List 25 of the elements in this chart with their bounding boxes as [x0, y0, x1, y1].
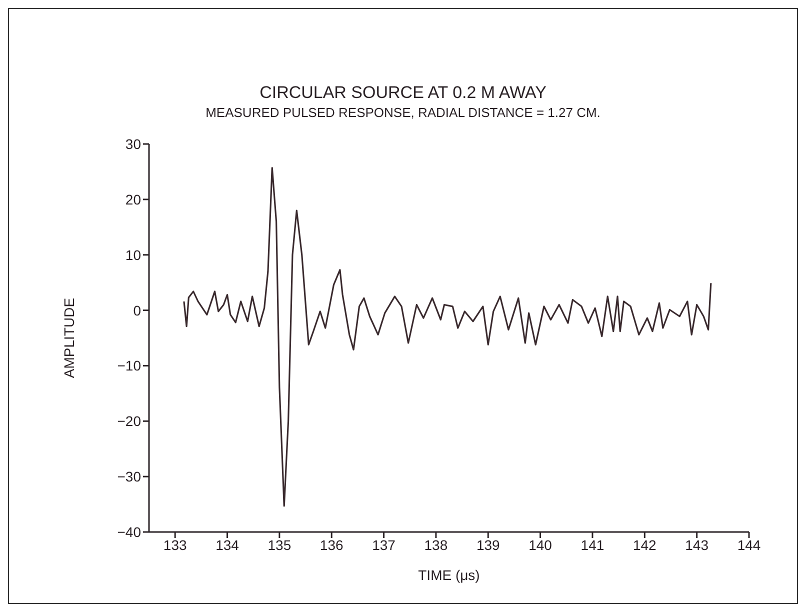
line-series — [183, 167, 712, 507]
y-tick-label: 10 — [125, 246, 142, 263]
x-tick-label: 143 — [685, 536, 709, 553]
y-tick-label: −30 — [117, 468, 142, 485]
y-tick-label: 0 — [133, 302, 142, 318]
x-tick-label: 136 — [320, 536, 344, 553]
y-tick-label: −10 — [117, 358, 142, 374]
y-tick-label: −40 — [117, 524, 142, 540]
y-tick-label: 20 — [125, 191, 142, 208]
x-tick-label: 139 — [476, 536, 500, 553]
x-tick-label: 138 — [424, 536, 448, 553]
chart-subtitle: MEASURED PULSED RESPONSE, RADIAL DISTANCE = 1.27 CM. — [204, 104, 602, 122]
x-tick-label: 135 — [268, 536, 292, 553]
y-axis-title: AMPLITUDE — [60, 298, 77, 378]
y-tick-label: 30 — [125, 136, 142, 152]
x-tick-label: 134 — [216, 536, 240, 553]
x-tick-label: 137 — [372, 536, 396, 553]
x-tick-label: 140 — [528, 536, 552, 553]
x-tick-label: 133 — [163, 536, 187, 553]
x-axis-title: TIME (μs) — [418, 567, 480, 583]
y-tick-label: −20 — [117, 413, 142, 430]
x-tick-label: 141 — [580, 536, 604, 553]
x-tick-label: 142 — [632, 536, 657, 553]
chart-title: CIRCULAR SOURCE AT 0.2 M AWAY — [258, 82, 548, 103]
x-tick-label: 144 — [737, 536, 761, 553]
